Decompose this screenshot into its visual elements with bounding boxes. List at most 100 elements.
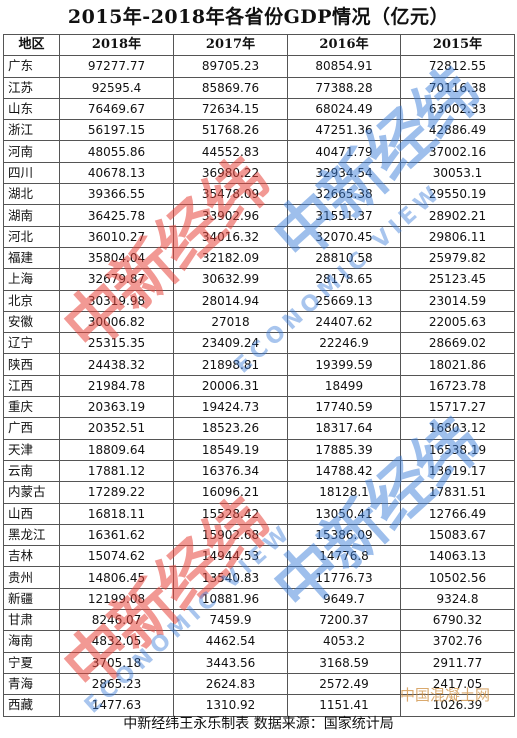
gdp-value-cell: 32665.38 [287, 183, 401, 206]
gdp-value-cell: 77388.28 [287, 76, 401, 99]
gdp-value-cell: 16376.34 [173, 459, 288, 483]
gdp-value-cell: 30053.1 [400, 161, 515, 185]
table-row: 湖南 36425.78 33902.96 31551.37 28902.21 [3, 204, 515, 227]
gdp-value-cell: 7459.9 [173, 609, 288, 632]
gdp-value-cell: 20006.31 [173, 374, 288, 398]
region-cell: 浙江 [3, 119, 60, 142]
gdp-value-cell: 29806.11 [400, 225, 515, 248]
gdp-value-cell: 17289.22 [59, 481, 174, 504]
gdp-value-cell: 44552.83 [173, 140, 288, 163]
gdp-value-cell: 18128.1 [287, 481, 401, 504]
gdp-value-cell: 16723.78 [400, 374, 515, 398]
gdp-value-cell: 2865.23 [59, 672, 174, 696]
gdp-value-cell: 16803.12 [400, 417, 515, 440]
gdp-value-cell: 35804.04 [59, 246, 174, 270]
column-header-2016: 2016年 [287, 33, 401, 57]
region-cell: 广东 [3, 55, 60, 78]
table-row: 内蒙古 17289.22 16096.21 18128.1 17831.51 [3, 481, 515, 504]
table-row: 北京 30319.98 28014.94 25669.13 23014.59 [3, 289, 515, 312]
gdp-value-cell: 15074.62 [59, 545, 174, 568]
gdp-value-cell: 2417.05 [400, 672, 515, 696]
region-cell: 北京 [3, 289, 60, 312]
table-row: 吉林 15074.62 14944.53 14776.8 14063.13 [3, 545, 515, 568]
gdp-value-cell: 28014.94 [173, 289, 288, 312]
region-cell: 福建 [3, 246, 60, 270]
region-cell: 湖南 [3, 204, 60, 227]
gdp-value-cell: 28178.65 [287, 268, 401, 291]
table-row: 重庆 20363.19 19424.73 17740.59 15717.27 [3, 396, 515, 419]
gdp-value-cell: 27018 [173, 310, 288, 334]
table-row: 新疆 12199.08 10881.96 9649.7 9324.8 [3, 587, 515, 611]
gdp-value-cell: 89705.23 [173, 55, 288, 78]
table-row: 辽宁 25315.35 23409.24 22246.9 28669.02 [3, 332, 515, 355]
gdp-value-cell: 17740.59 [287, 396, 401, 419]
gdp-value-cell: 2911.77 [400, 651, 515, 674]
gdp-value-cell: 15717.27 [400, 396, 515, 419]
gdp-value-cell: 72634.15 [173, 97, 288, 121]
gdp-value-cell: 47251.36 [287, 119, 401, 142]
gdp-value-cell: 25123.45 [400, 268, 515, 291]
gdp-value-cell: 24407.62 [287, 310, 401, 334]
table-row: 河北 36010.27 34016.32 32070.45 29806.11 [3, 225, 515, 248]
gdp-value-cell: 18523.26 [173, 417, 288, 440]
region-cell: 青海 [3, 672, 60, 696]
gdp-value-cell: 3702.76 [400, 630, 515, 653]
gdp-value-cell: 36010.27 [59, 225, 174, 248]
region-cell: 吉林 [3, 545, 60, 568]
gdp-value-cell: 22246.9 [287, 332, 401, 355]
region-cell: 广西 [3, 417, 60, 440]
gdp-value-cell: 30319.98 [59, 289, 174, 312]
table-row: 上海 32679.87 30632.99 28178.65 25123.45 [3, 268, 515, 291]
gdp-value-cell: 34016.32 [173, 225, 288, 248]
header-row: 地区 2018年 2017年 2016年 2015年 [3, 33, 515, 57]
gdp-value-cell: 37002.16 [400, 140, 515, 163]
gdp-value-cell: 3705.18 [59, 651, 174, 674]
table-row: 四川 40678.13 36980.22 32934.54 30053.1 [3, 161, 515, 185]
table-row: 西藏 1477.63 1310.92 1151.41 1026.39 [3, 694, 515, 717]
table-row: 云南 17881.12 16376.34 14788.42 13619.17 [3, 459, 515, 483]
gdp-value-cell: 14806.45 [59, 566, 174, 589]
region-cell: 辽宁 [3, 332, 60, 355]
gdp-value-cell: 6790.32 [400, 609, 515, 632]
gdp-value-cell: 23409.24 [173, 332, 288, 355]
gdp-value-cell: 85869.76 [173, 76, 288, 99]
table-row: 浙江 56197.15 51768.26 47251.36 42886.49 [3, 119, 515, 142]
gdp-value-cell: 2624.83 [173, 672, 288, 696]
gdp-value-cell: 63002.33 [400, 97, 515, 121]
table-row: 安徽 30006.82 27018 24407.62 22005.63 [3, 310, 515, 334]
table-row: 贵州 14806.45 13540.83 11776.73 10502.56 [3, 566, 515, 589]
table-title: 2015年-2018年各省份GDP情况（亿元） [67, 6, 450, 28]
gdp-value-cell: 32070.45 [287, 225, 401, 248]
gdp-value-cell: 16361.62 [59, 523, 174, 547]
gdp-value-cell: 56197.15 [59, 119, 174, 142]
region-cell: 上海 [3, 268, 60, 291]
gdp-value-cell: 48055.86 [59, 140, 174, 163]
gdp-value-cell: 68024.49 [287, 97, 401, 121]
gdp-value-cell: 36425.78 [59, 204, 174, 227]
gdp-value-cell: 72812.55 [400, 55, 515, 78]
footer-source: 中新经纬王永乐制表 数据来源：国家统计局 [123, 716, 394, 732]
region-cell: 河南 [3, 140, 60, 163]
gdp-value-cell: 1151.41 [287, 694, 401, 717]
gdp-value-cell: 11776.73 [287, 566, 401, 589]
gdp-value-cell: 30006.82 [59, 310, 174, 334]
gdp-value-cell: 4462.54 [173, 630, 288, 653]
region-cell: 安徽 [3, 310, 60, 334]
gdp-value-cell: 31551.37 [287, 204, 401, 227]
gdp-value-cell: 15528.42 [173, 502, 288, 525]
gdp-value-cell: 92595.4 [59, 76, 174, 99]
gdp-value-cell: 18021.86 [400, 353, 515, 376]
gdp-value-cell: 4053.2 [287, 630, 401, 653]
gdp-value-cell: 29550.19 [400, 183, 515, 206]
gdp-value-cell: 1026.39 [400, 694, 515, 717]
column-header-2015: 2015年 [400, 33, 515, 57]
region-cell: 四川 [3, 161, 60, 185]
column-header-2018: 2018年 [59, 33, 174, 57]
gdp-value-cell: 36980.22 [173, 161, 288, 185]
gdp-value-cell: 25315.35 [59, 332, 174, 355]
region-cell: 云南 [3, 459, 60, 483]
gdp-value-cell: 97277.77 [59, 55, 174, 78]
table-row: 天津 18809.64 18549.19 17885.39 16538.19 [3, 438, 515, 461]
gdp-value-cell: 80854.91 [287, 55, 401, 78]
gdp-value-cell: 51768.26 [173, 119, 288, 142]
